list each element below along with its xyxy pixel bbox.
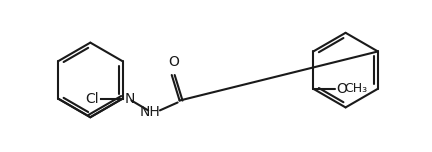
Text: NH: NH xyxy=(140,105,161,119)
Text: CH₃: CH₃ xyxy=(345,82,368,95)
Text: N: N xyxy=(124,92,135,106)
Text: O: O xyxy=(168,55,179,69)
Text: O: O xyxy=(336,82,347,96)
Text: Cl: Cl xyxy=(86,92,99,106)
